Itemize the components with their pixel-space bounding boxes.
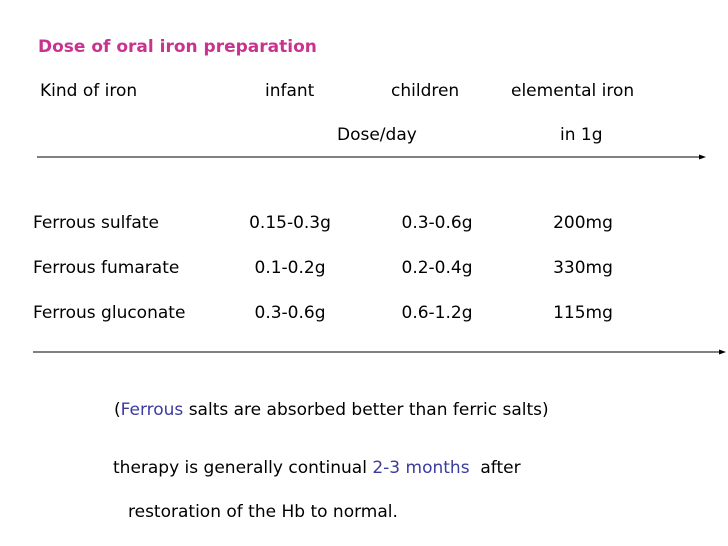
table-cell: Ferrous gluconate — [33, 303, 186, 323]
header-cell: in 1g — [560, 125, 603, 145]
therapy-text: after — [480, 458, 521, 478]
table-cell: 0.2-0.4g — [401, 258, 473, 278]
header-cell: Dose/day — [337, 125, 417, 145]
therapy-line: restoration of the Hb to normal. — [128, 502, 398, 522]
arrowhead — [719, 349, 726, 355]
arrowhead — [699, 154, 706, 160]
table-cell: 115mg — [553, 303, 613, 323]
note-text: ) — [542, 400, 549, 420]
note: (Ferrous salts are absorbed better than … — [114, 400, 549, 420]
table-cell: 0.6-1.2g — [401, 303, 473, 323]
title: Dose of oral iron preparation — [38, 37, 317, 57]
table-cell: 200mg — [553, 213, 613, 233]
note-highlight: Ferrous — [120, 400, 184, 420]
therapy-text: therapy is generally continual — [113, 458, 367, 478]
header-cell: infant — [265, 81, 315, 101]
note-text: ( — [114, 400, 121, 420]
therapy-highlight: 2-3 months — [372, 458, 470, 478]
table-cell: 0.3-0.6g — [254, 303, 326, 323]
note-text: salts are absorbed better than ferric sa… — [188, 400, 543, 420]
table-cell: 330mg — [553, 258, 613, 278]
header-cell: Kind of iron — [40, 81, 138, 101]
header-cell: children — [391, 81, 460, 101]
table-cell: Ferrous sulfate — [33, 213, 159, 233]
table-cell: Ferrous fumarate — [33, 258, 180, 278]
header-cell: elemental iron — [511, 81, 635, 101]
therapy: therapy is generally continual 2-3 month… — [113, 458, 521, 478]
table-cell: 0.15-0.3g — [249, 213, 331, 233]
table-cell: 0.3-0.6g — [401, 213, 473, 233]
table-cell: 0.1-0.2g — [254, 258, 326, 278]
